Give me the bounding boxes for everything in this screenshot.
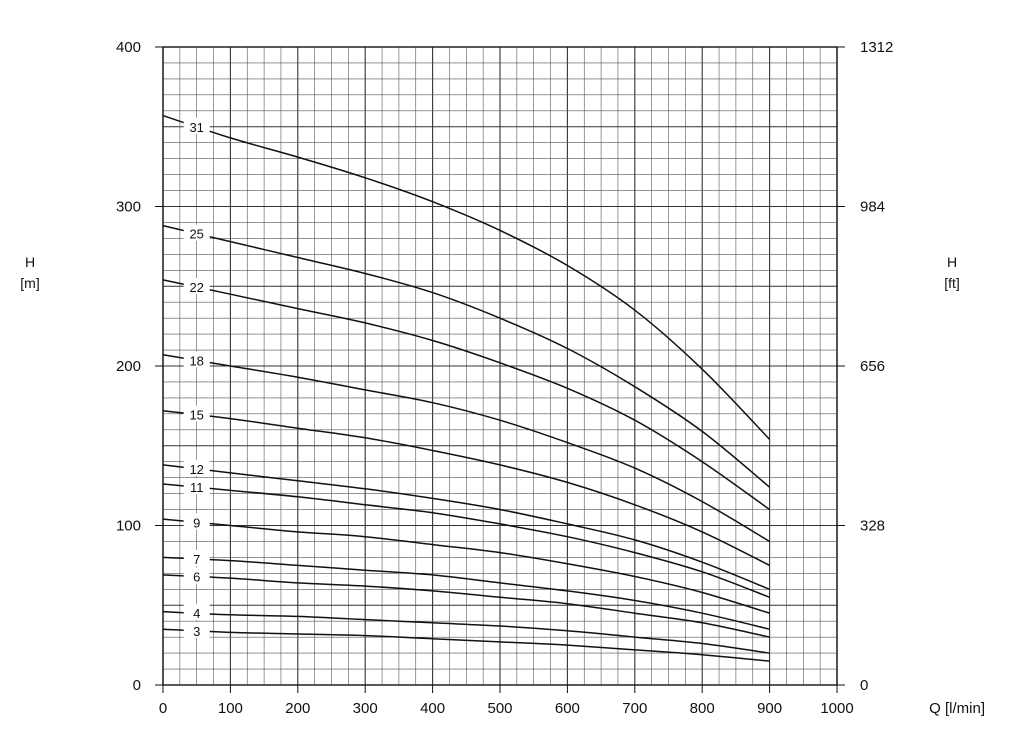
- x-tick-label: 800: [690, 700, 715, 717]
- curve-line: [162, 354, 770, 543]
- pump-curve-15: 15: [162, 405, 770, 567]
- curve-label: 22: [189, 280, 203, 295]
- x-tick-label: 200: [285, 700, 310, 717]
- grid: [162, 46, 838, 686]
- pump-curve-9: 9: [162, 513, 770, 614]
- curve-label: 7: [193, 552, 200, 567]
- curve-label: 18: [189, 353, 203, 368]
- curve-label-bg: [183, 604, 210, 621]
- curve-label-bg: [183, 621, 210, 638]
- plot-frame: [162, 46, 838, 686]
- curve-label-bg: [183, 351, 210, 368]
- y-tick-label-left: 200: [116, 358, 141, 375]
- x-tick-label: 100: [218, 700, 243, 717]
- x-tick-label: 0: [159, 700, 167, 717]
- curve-label: 15: [189, 408, 203, 423]
- curve-line: [162, 483, 770, 599]
- pump-curve-18: 18: [162, 351, 770, 543]
- y-axis-right-label-symbol: H: [947, 254, 957, 270]
- curve-line: [162, 224, 771, 488]
- pump-curve-11: 11: [162, 478, 770, 599]
- x-tick-label: 900: [757, 700, 782, 717]
- pump-curve-25: 25: [162, 224, 771, 488]
- curve-label: 25: [189, 227, 203, 242]
- curve-label-bg: [183, 549, 210, 566]
- pump-curve-31: 31: [162, 114, 771, 440]
- curve-line: [162, 114, 771, 440]
- curve-label: 12: [189, 462, 203, 477]
- curve-label: 31: [189, 120, 203, 135]
- curve-line: [162, 628, 770, 662]
- curve-line: [162, 464, 770, 590]
- curve-label-bg: [183, 117, 210, 134]
- curve-label-bg: [183, 513, 210, 530]
- pump-curve-3: 3: [162, 621, 770, 662]
- curve-line: [162, 279, 771, 511]
- x-tick-label: 600: [555, 700, 580, 717]
- pump-curve-6: 6: [162, 567, 770, 638]
- curve-label: 6: [193, 570, 200, 585]
- curve-label-bg: [183, 278, 210, 295]
- pump-curve-22: 22: [162, 278, 771, 511]
- y-tick-label-right: 984: [860, 199, 885, 216]
- y-tick-label-right: 1312: [860, 39, 893, 56]
- x-tick-label: 700: [622, 700, 647, 717]
- curve-line: [162, 574, 770, 638]
- y-axis-left-label-symbol: H: [25, 254, 35, 270]
- pump-curve-12: 12: [162, 459, 770, 590]
- x-axis-label: Q [l/min]: [929, 700, 985, 717]
- y-tick-label-right: 656: [860, 358, 885, 375]
- curve-label: 9: [193, 515, 200, 530]
- pump-curve-4: 4: [162, 604, 770, 654]
- y-tick-label-left: 300: [116, 199, 141, 216]
- y-tick-label-right: 328: [860, 518, 885, 535]
- curve-label-bg: [183, 224, 210, 241]
- x-tick-label: 1000: [820, 700, 853, 717]
- curve-label: 3: [193, 624, 200, 639]
- curve-label: 11: [190, 480, 204, 495]
- curve-label-bg: [183, 405, 210, 422]
- curve-line: [162, 556, 770, 630]
- x-tick-label: 500: [487, 700, 512, 717]
- curve-line: [162, 610, 770, 654]
- y-tick-label-left: 400: [116, 39, 141, 56]
- curve-label: 4: [193, 606, 200, 621]
- curve-line: [162, 409, 770, 567]
- y-axis-left-label-unit: [m]: [20, 275, 39, 291]
- curve-label-bg: [183, 567, 210, 584]
- y-tick-label-left: 0: [133, 677, 141, 694]
- pump-curve-7: 7: [162, 549, 770, 630]
- curves: 31 25 22 18 15 12 11 9 7 6 4 3: [162, 114, 771, 662]
- y-tick-label-right: 0: [860, 677, 868, 694]
- y-axis-right-label-unit: [ft]: [944, 275, 960, 291]
- x-tick-label: 400: [420, 700, 445, 717]
- curve-line: [162, 518, 770, 614]
- x-tick-label: 300: [353, 700, 378, 717]
- curve-label-bg: [183, 459, 210, 476]
- curve-label-bg: [183, 478, 210, 495]
- tick-labels: 0 100 200 300 400 500 600 700 800 900 1000 0 100 200 3…: [116, 39, 893, 717]
- y-tick-label-left: 100: [116, 518, 141, 535]
